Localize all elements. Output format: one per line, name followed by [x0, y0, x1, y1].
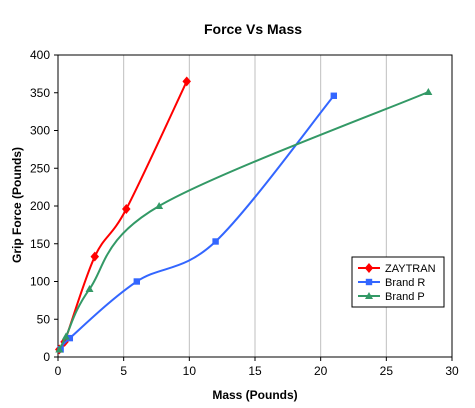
y-tick-label: 0 [43, 350, 50, 364]
y-tick-label: 400 [30, 48, 50, 62]
series-line-brand-p [58, 91, 429, 350]
data-point-zaytran [122, 204, 131, 214]
y-tick-label: 100 [30, 275, 50, 289]
data-point-zaytran [90, 251, 100, 262]
legend-swatch-marker [365, 292, 373, 299]
y-axis-label: Grip Force (Pounds) [10, 147, 24, 263]
data-point-zaytran [182, 76, 191, 87]
data-point-brand-p [155, 202, 164, 209]
legend-label: ZAYTRAN [385, 263, 436, 275]
series-line-zaytran [58, 80, 188, 353]
grid [123, 55, 387, 357]
legend-swatch-marker [364, 263, 374, 273]
data-point-brand-p [55, 345, 64, 353]
legend-label: Brand R [385, 277, 425, 289]
x-axis-label: Mass (Pounds) [212, 388, 297, 402]
x-tick-label: 25 [380, 364, 394, 378]
y-tick-label: 200 [30, 199, 50, 213]
x-tick-label: 10 [183, 364, 197, 378]
x-tick-label: 0 [55, 364, 62, 378]
y-tick-label: 250 [30, 161, 50, 175]
data-point-brand-p [61, 332, 70, 340]
x-tick-label: 30 [445, 364, 459, 378]
y-tick-label: 300 [30, 124, 50, 138]
legend-item-zaytran: ZAYTRAN [358, 263, 436, 275]
y-tick-label: 150 [30, 237, 50, 251]
data-point-brand-r [330, 92, 337, 99]
legend-swatch-marker [365, 278, 373, 286]
y-tick-label: 50 [37, 312, 51, 326]
x-tick-label: 20 [314, 364, 328, 378]
legend-label: Brand P [385, 291, 425, 303]
series-brand-r [57, 92, 337, 353]
series-group [55, 76, 433, 355]
data-point-brand-p [85, 285, 94, 293]
y-tick-label: 350 [30, 86, 50, 100]
x-tick-label: 15 [248, 364, 262, 378]
series-line-brand-r [59, 95, 335, 351]
data-point-brand-r [133, 278, 140, 285]
data-point-brand-r [66, 334, 74, 342]
legend-item-brand-r: Brand R [358, 277, 425, 289]
data-point-brand-r [212, 238, 219, 245]
series-brand-p [55, 87, 433, 353]
x-tick-label: 5 [120, 364, 127, 378]
data-point-brand-p [424, 87, 433, 95]
chart-title: Force Vs Mass [204, 21, 302, 37]
legend: ZAYTRAN Brand R Brand P [351, 256, 445, 308]
legend-item-brand-p: Brand P [358, 291, 425, 303]
